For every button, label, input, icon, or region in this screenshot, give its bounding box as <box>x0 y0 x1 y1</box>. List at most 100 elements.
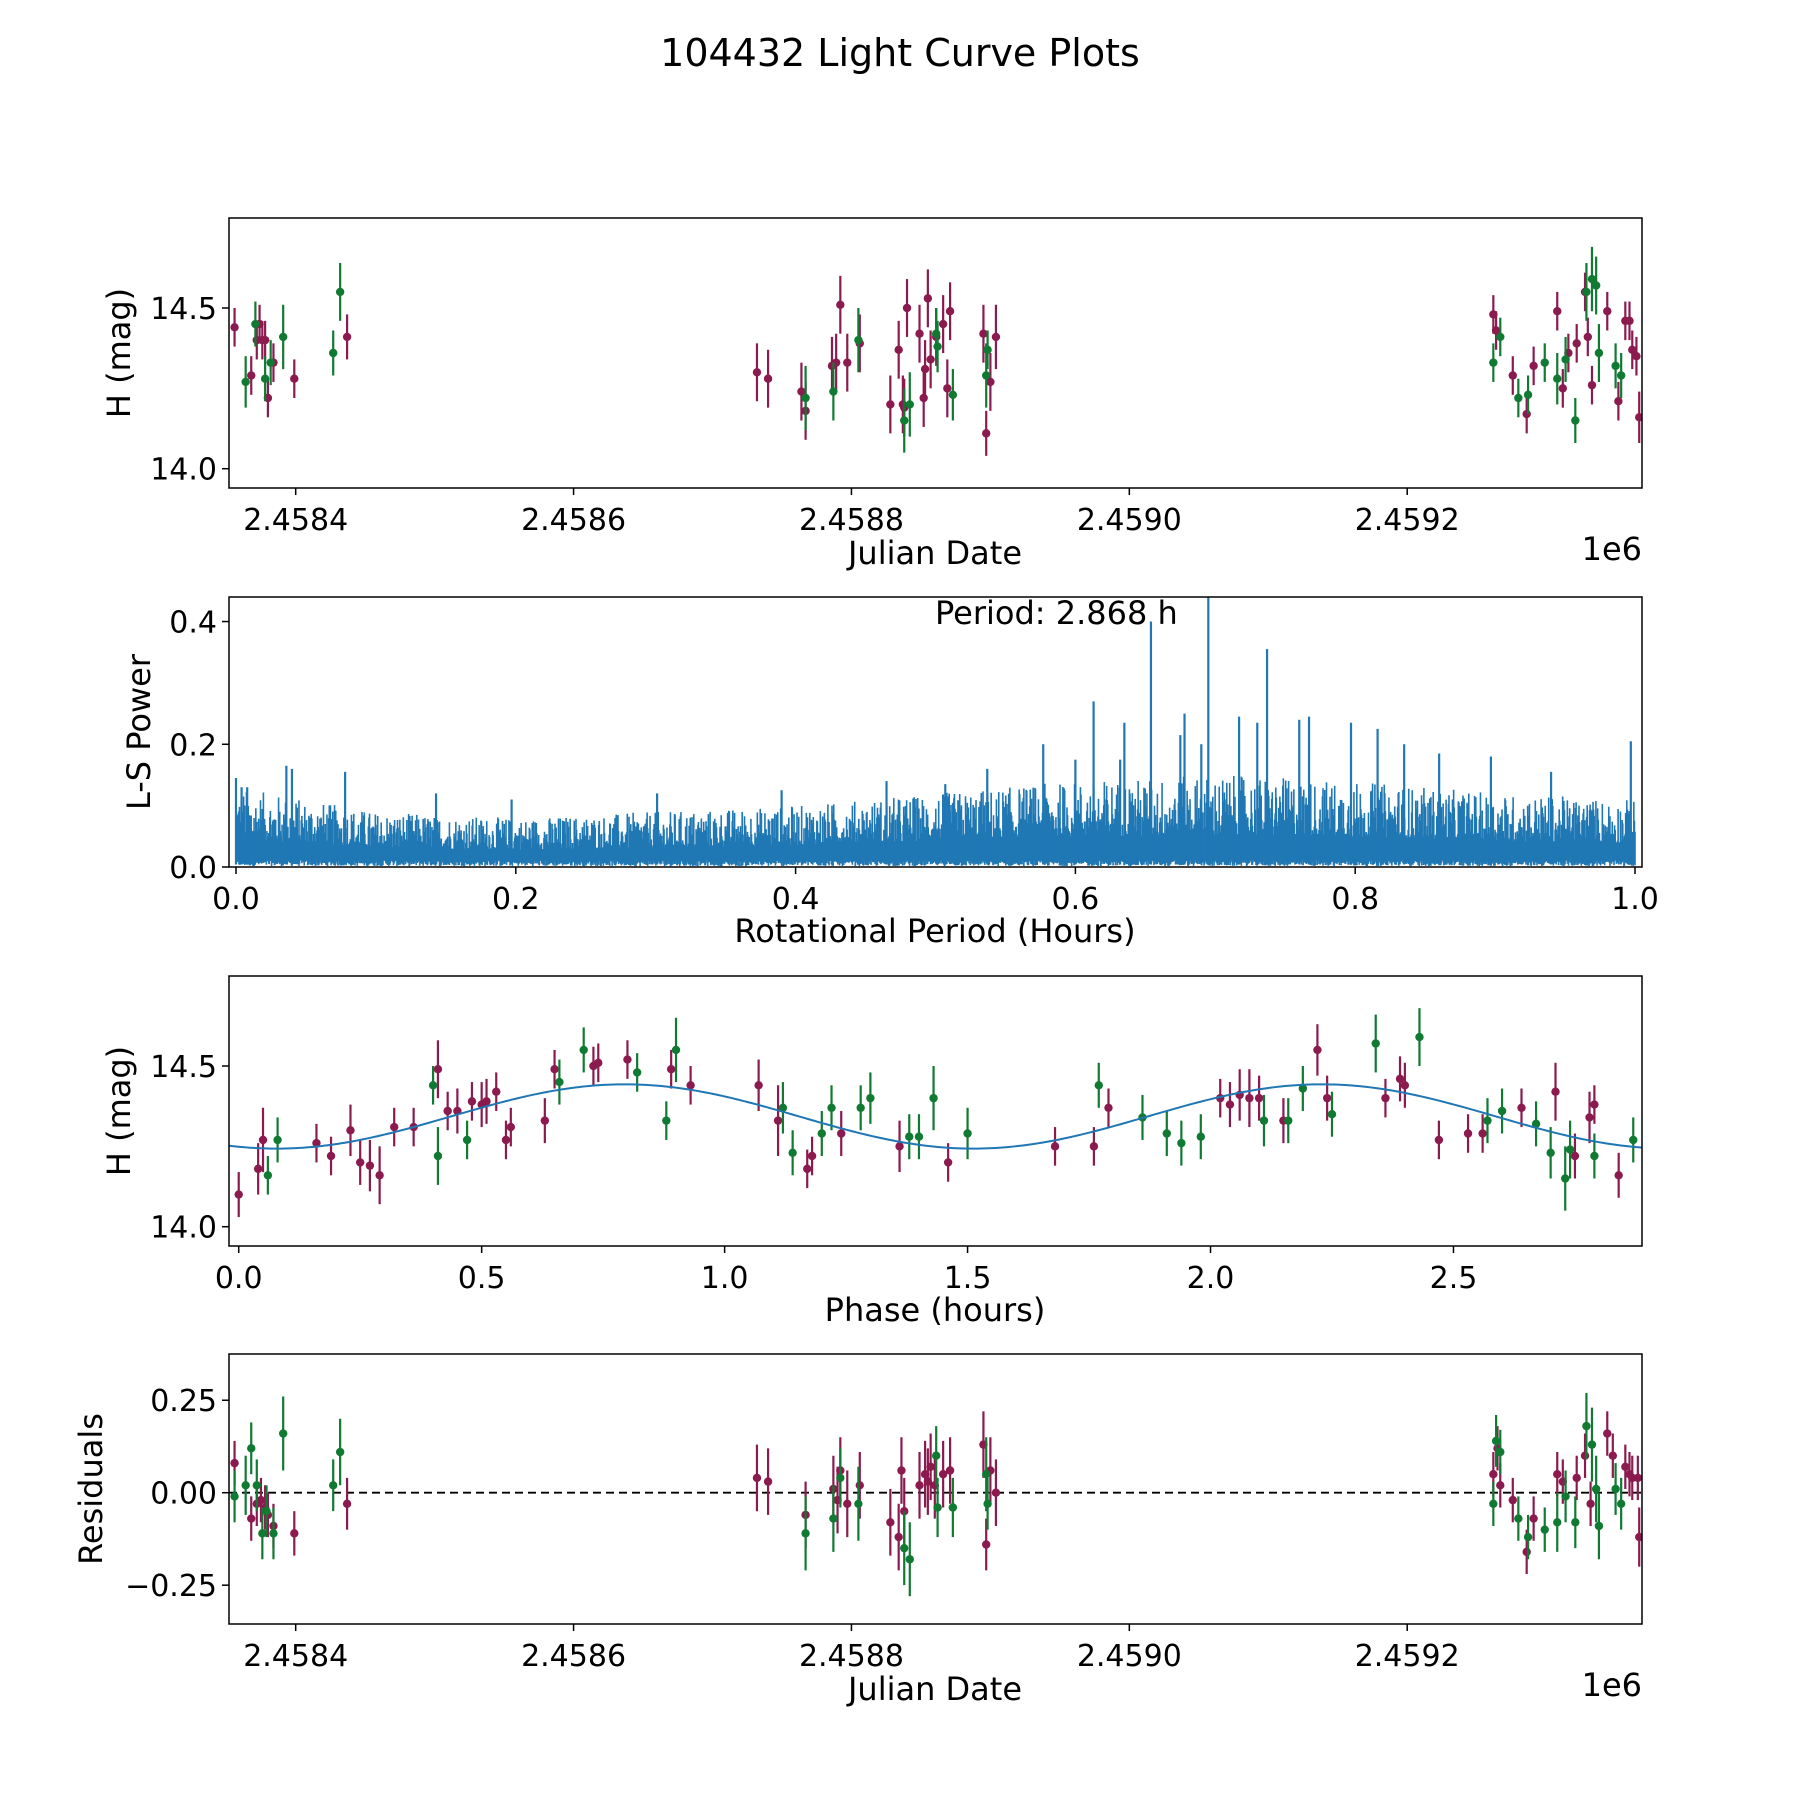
data-point <box>1491 1436 1501 1446</box>
data-point <box>963 1129 972 1138</box>
data-point <box>926 355 935 364</box>
data-point <box>900 1543 909 1553</box>
y-axis-label: H (mag) <box>100 1046 138 1176</box>
data-point <box>266 358 275 367</box>
data-point <box>1508 1495 1517 1505</box>
panel-residuals: 2.4584 2.4586 2.4588 2.4590 2.4592 −0.25 0.00 0… <box>72 1353 1643 1708</box>
data-point <box>230 1492 239 1501</box>
data-point <box>920 364 930 374</box>
data-point <box>1322 1093 1332 1103</box>
data-point <box>1611 1484 1620 1494</box>
x-tick-label: 2.4590 <box>1077 1639 1182 1674</box>
data-point <box>247 1444 256 1453</box>
data-point <box>1561 1174 1570 1183</box>
data-point <box>915 329 924 338</box>
data-point <box>1400 1081 1410 1090</box>
x-tick-label: 0.5 <box>458 1261 506 1296</box>
data-point <box>1094 1081 1103 1090</box>
series-band-B <box>230 1392 1626 1597</box>
data-point <box>326 1151 336 1161</box>
data-point <box>278 1429 288 1438</box>
data-point <box>982 1470 991 1479</box>
series-band-B <box>263 1008 1638 1211</box>
data-point <box>1571 1518 1580 1527</box>
data-point <box>829 1514 838 1523</box>
data-point <box>1489 1499 1498 1508</box>
data-point <box>594 1058 603 1067</box>
data-point <box>801 393 810 403</box>
data-point <box>843 358 852 367</box>
y-tick-label: 14.5 <box>150 292 217 327</box>
y-tick-label: 0.4 <box>169 606 217 641</box>
data-point <box>1529 361 1538 371</box>
data-point <box>1570 1151 1580 1161</box>
y-tick-label: 0.25 <box>150 1384 217 1419</box>
data-point <box>1489 358 1498 367</box>
data-point <box>897 1466 906 1475</box>
data-point <box>555 1077 564 1087</box>
data-point <box>843 1499 852 1508</box>
data-point <box>817 1129 826 1138</box>
data-point <box>273 1135 282 1145</box>
data-point <box>894 1532 903 1542</box>
data-point <box>991 1488 1001 1497</box>
data-point <box>342 332 352 342</box>
data-point <box>1225 1100 1235 1109</box>
data-point <box>778 1103 788 1112</box>
data-point <box>1381 1093 1390 1103</box>
data-point <box>900 416 909 425</box>
data-point <box>1587 1440 1597 1449</box>
data-point <box>895 1142 904 1151</box>
data-point <box>829 387 838 396</box>
data-point <box>931 329 941 338</box>
data-point <box>290 374 299 383</box>
data-point <box>1546 1148 1555 1157</box>
x-tick-label: 1.0 <box>1611 882 1659 917</box>
data-point <box>807 1151 817 1161</box>
data-point <box>263 1171 273 1180</box>
periodogram-line <box>235 776 1636 867</box>
x-tick-label: 1.0 <box>701 1261 749 1296</box>
data-point <box>256 1495 266 1505</box>
data-point <box>1635 413 1642 422</box>
data-point <box>986 377 995 387</box>
data-point <box>260 374 270 383</box>
data-point <box>886 400 895 409</box>
plot-area <box>230 246 1642 456</box>
y-tick-label: 14.0 <box>150 453 217 488</box>
fit-curve <box>229 1083 1642 1150</box>
data-point <box>443 1106 452 1116</box>
data-point <box>355 1158 365 1167</box>
data-point <box>1395 1074 1405 1084</box>
data-point <box>506 1122 516 1132</box>
data-point <box>933 342 942 351</box>
plot-area <box>229 1008 1642 1218</box>
data-point <box>1628 345 1637 354</box>
data-point <box>1603 307 1612 316</box>
data-point <box>329 1481 338 1490</box>
data-point <box>335 287 345 297</box>
data-point <box>1463 1129 1473 1138</box>
data-point <box>905 400 914 409</box>
data-point <box>926 1462 935 1472</box>
data-point <box>1529 1514 1538 1523</box>
data-point <box>1050 1142 1060 1151</box>
data-point <box>1371 1039 1380 1048</box>
x-tick-label: 2.4588 <box>799 503 904 538</box>
data-point <box>1540 358 1549 367</box>
data-point <box>623 1055 632 1064</box>
data-point <box>1514 1514 1523 1523</box>
x-tick-label: 2.4586 <box>521 1639 626 1674</box>
data-point <box>666 1065 676 1074</box>
data-point <box>788 1148 797 1157</box>
y-tick-label: 0.0 <box>169 851 217 886</box>
data-point <box>1633 1473 1642 1483</box>
y-tick-label: 14.0 <box>150 1211 217 1246</box>
data-point <box>905 1555 914 1564</box>
data-point <box>1590 1100 1599 1109</box>
x-tick-label: 2.4592 <box>1355 1639 1460 1674</box>
x-tick-label: 0.0 <box>212 882 260 917</box>
data-point <box>983 345 992 354</box>
data-point <box>1603 1429 1612 1438</box>
data-point <box>247 1514 256 1523</box>
